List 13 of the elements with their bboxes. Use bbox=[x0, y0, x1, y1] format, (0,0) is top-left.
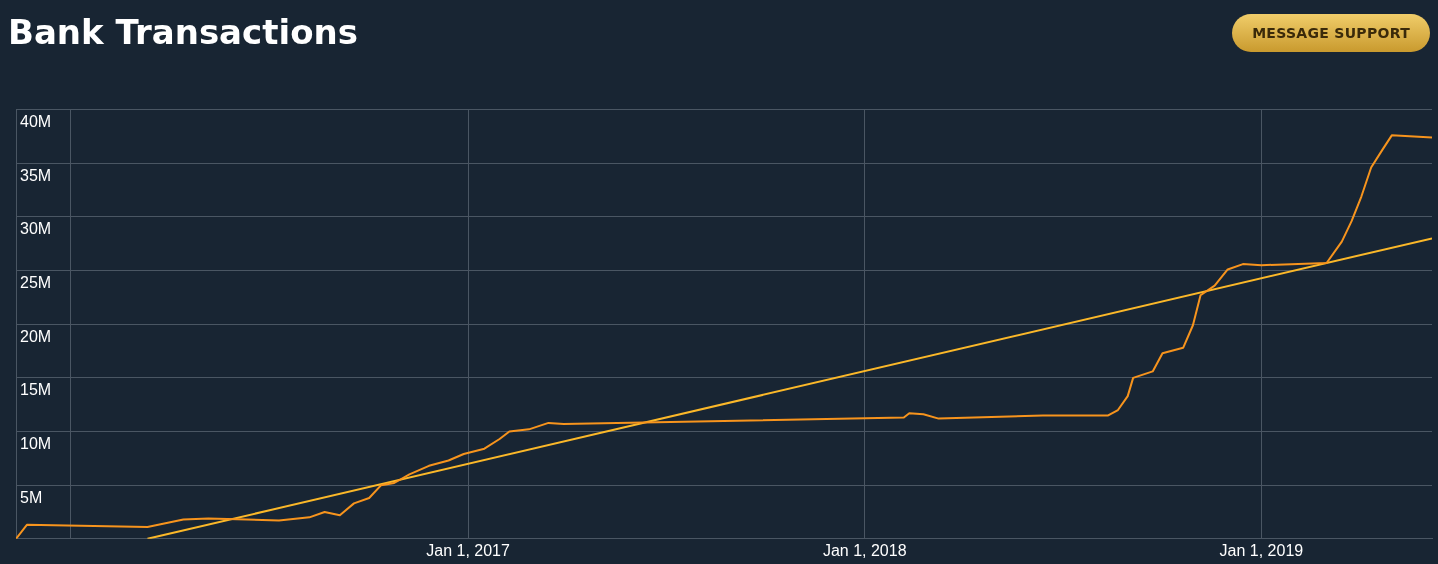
x-tick-label: Jan 1, 2017 bbox=[426, 541, 510, 559]
chart-title: Bank Transactions bbox=[8, 12, 358, 52]
y-tick-label: 5M bbox=[20, 488, 43, 506]
y-tick-label: 40M bbox=[20, 113, 52, 131]
y-tick-label: 30M bbox=[20, 220, 52, 238]
support-button: MESSAGE SUPPORT bbox=[1232, 14, 1430, 52]
y-tick-label: 25M bbox=[20, 273, 52, 291]
y-tick-label: 20M bbox=[20, 327, 52, 345]
y-tick-label: 15M bbox=[20, 381, 52, 399]
x-tick-label: Jan 1, 2019 bbox=[1219, 541, 1304, 559]
y-tick-label: 10M bbox=[20, 434, 52, 452]
x-tick-label: Jan 1, 2018 bbox=[822, 541, 907, 559]
y-tick-label: 35M bbox=[20, 166, 52, 184]
